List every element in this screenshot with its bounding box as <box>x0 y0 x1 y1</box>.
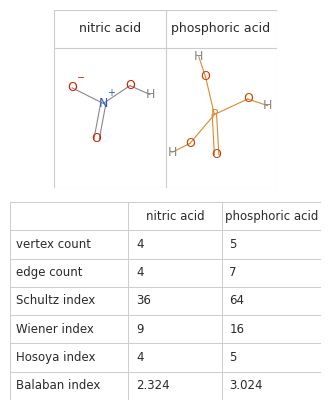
Text: 64: 64 <box>229 295 244 307</box>
Text: H: H <box>263 99 272 112</box>
Text: O: O <box>67 81 77 95</box>
Text: 4: 4 <box>136 351 143 364</box>
Text: H: H <box>194 50 204 63</box>
Text: 5: 5 <box>229 238 237 251</box>
Text: Balaban index: Balaban index <box>16 379 101 392</box>
Text: O: O <box>92 133 102 145</box>
Text: N: N <box>99 97 108 110</box>
Text: O: O <box>201 70 211 83</box>
Text: 7: 7 <box>229 266 237 279</box>
Text: H: H <box>167 146 177 159</box>
Text: 16: 16 <box>229 323 244 336</box>
Text: −: − <box>76 73 85 83</box>
Text: O: O <box>125 79 135 92</box>
Text: 9: 9 <box>136 323 143 336</box>
Text: +: + <box>107 88 115 99</box>
Text: 4: 4 <box>136 238 143 251</box>
Text: vertex count: vertex count <box>16 238 91 251</box>
Text: H: H <box>145 88 155 101</box>
Text: phosphoric acid: phosphoric acid <box>171 23 271 36</box>
Text: Hosoya index: Hosoya index <box>16 351 96 364</box>
Text: 2.324: 2.324 <box>136 379 169 392</box>
Text: 36: 36 <box>136 295 151 307</box>
Text: 4: 4 <box>136 266 143 279</box>
Text: Wiener index: Wiener index <box>16 323 94 336</box>
Text: P: P <box>211 108 218 121</box>
Text: edge count: edge count <box>16 266 83 279</box>
Text: 3.024: 3.024 <box>229 379 263 392</box>
Text: nitric acid: nitric acid <box>79 23 141 36</box>
Text: O: O <box>185 137 195 150</box>
Text: O: O <box>212 148 221 161</box>
Text: nitric acid: nitric acid <box>146 210 204 223</box>
Text: 5: 5 <box>229 351 237 364</box>
Text: O: O <box>243 93 253 105</box>
Text: phosphoric acid: phosphoric acid <box>225 210 318 223</box>
Text: Schultz index: Schultz index <box>16 295 95 307</box>
